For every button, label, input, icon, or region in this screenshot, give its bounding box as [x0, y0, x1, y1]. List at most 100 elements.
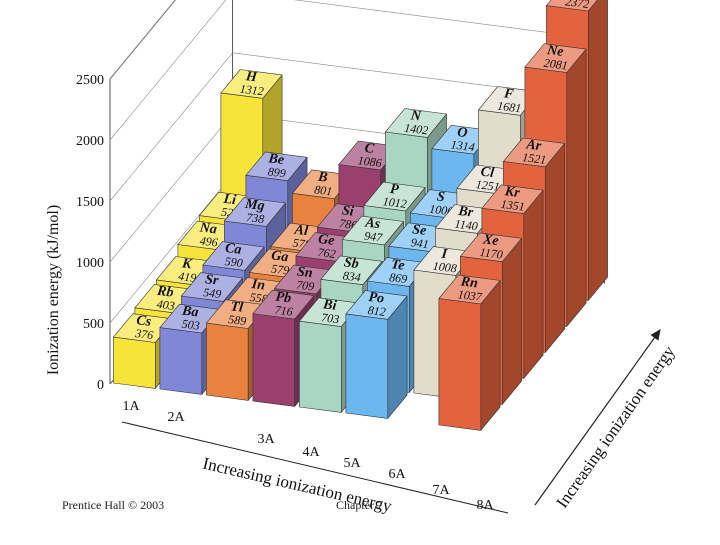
y-tick-label: 500: [83, 317, 104, 332]
bar-side-face: [501, 238, 522, 405]
y-tick-label: 1500: [76, 195, 104, 210]
element-symbol-Br: Br: [457, 204, 475, 221]
element-value-Mg: 738: [245, 210, 265, 226]
element-value-N: 1402: [403, 121, 429, 138]
element-symbol-H: H: [244, 69, 259, 85]
bar-top-face: [345, 290, 408, 320]
element-symbol-K: K: [180, 256, 194, 272]
element-symbol-Ne: Ne: [545, 43, 564, 60]
element-symbol-Ga: Ga: [270, 248, 289, 265]
element-symbol-Ba: Ba: [180, 303, 199, 320]
element-symbol-I: I: [440, 247, 449, 263]
bar-top-face: [546, 0, 598, 12]
bar-top-face: [224, 197, 286, 227]
gridline-left-wall: [109, 0, 176, 80]
bar-top-face: [503, 137, 565, 168]
element-symbol-B: B: [316, 170, 328, 186]
element-symbol-Ca: Ca: [224, 241, 242, 258]
element-value-Cl: 1251: [475, 177, 501, 194]
bar-side-face: [480, 280, 501, 431]
element-value-Ar: 1521: [521, 150, 547, 167]
gridline-back-wall: [293, 0, 605, 41]
element-symbol-Mg: Mg: [243, 197, 265, 214]
element-symbol-S: S: [436, 190, 446, 206]
frame-top-left-edge: [109, 0, 176, 80]
element-symbol-Na: Na: [198, 220, 218, 237]
element-value-Ca: 590: [224, 254, 244, 270]
element-symbol-Tl: Tl: [230, 299, 244, 315]
element-symbol-Pb: Pb: [275, 290, 292, 307]
element-symbol-Be: Be: [267, 151, 285, 168]
element-value-Sr: 549: [202, 285, 222, 301]
bar-front-face: [206, 322, 249, 401]
gridline-left-wall: [109, 174, 233, 324]
bar-top-face: [252, 289, 315, 320]
element-value-Cs: 376: [133, 326, 154, 342]
depth-arrow: [534, 329, 661, 506]
element-value-Ga: 579: [270, 261, 290, 277]
element-value-He: 2372: [564, 0, 590, 11]
element-symbol-As: As: [364, 215, 382, 232]
group-label-8A: 8A: [476, 498, 494, 513]
element-value-I: 1008: [432, 259, 458, 276]
bar-top-face: [181, 272, 243, 302]
element-value-Xe: 1170: [479, 245, 504, 262]
element-value-Te: 869: [388, 270, 408, 286]
element-value-K: 419: [177, 269, 197, 285]
group-label-5A: 5A: [343, 456, 361, 471]
element-symbol-F: F: [502, 86, 515, 102]
element-symbol-O: O: [456, 125, 468, 141]
element-value-Ne: 2081: [543, 56, 569, 73]
depth-arrow-label: Increasing ionization energy: [552, 342, 679, 512]
element-symbol-Sn: Sn: [296, 265, 313, 282]
group-label-4A: 4A: [302, 445, 320, 460]
element-value-Be: 899: [267, 164, 287, 180]
bar-top-face: [245, 151, 308, 181]
element-symbol-Al: Al: [293, 223, 309, 240]
bar-top-face: [438, 274, 501, 305]
group-label-3A: 3A: [257, 432, 275, 447]
element-symbol-In: In: [250, 277, 266, 294]
element-symbol-Cs: Cs: [136, 313, 153, 330]
element-symbol-Bi: Bi: [321, 297, 337, 314]
element-symbol-C: C: [364, 141, 376, 157]
bar-top-face: [385, 108, 447, 138]
element-value-O: 1314: [450, 137, 476, 154]
element-value-C: 1086: [357, 153, 383, 170]
element-value-Sn: 709: [295, 278, 315, 294]
bars-group: H1312He2372Li520Be899B801C1086N1402O1314…: [113, 0, 608, 431]
bar-side-face: [544, 143, 565, 353]
element-symbol-Kr: Kr: [503, 184, 521, 201]
element-symbol-Ge: Ge: [317, 232, 335, 249]
element-value-Rn: 1037: [457, 287, 484, 304]
bar-front-face: [438, 298, 482, 431]
element-value-Ba: 503: [181, 317, 201, 333]
element-value-Sb: 834: [342, 268, 362, 284]
element-value-F: 1681: [496, 99, 522, 116]
y-axis-label: Ionization energy (kJ/mol): [45, 205, 62, 375]
element-value-Rb: 403: [156, 297, 176, 313]
element-value-H: 1312: [239, 82, 265, 99]
element-value-Na: 496: [199, 234, 219, 250]
bar-top-face: [320, 255, 383, 286]
element-symbol-Rn: Rn: [459, 274, 479, 291]
element-value-Tl: 589: [227, 312, 247, 328]
y-axis: 0 500 1000 1500 2000 2500 Ionization energy (k…: [45, 73, 104, 393]
element-value-Br: 1140: [454, 217, 479, 234]
bar-side-face: [566, 48, 587, 327]
element-symbol-Sb: Sb: [343, 255, 360, 272]
gridline-left-wall: [109, 113, 233, 263]
bar-top-face: [220, 69, 283, 99]
element-symbol-Po: Po: [368, 290, 385, 307]
bar-front-face: [113, 336, 156, 389]
bar-top-face: [202, 241, 265, 271]
bar-top-face: [524, 43, 587, 73]
element-symbol-Si: Si: [341, 203, 355, 219]
bar-side-face: [587, 0, 608, 301]
y-tick-label: 0: [97, 378, 104, 393]
element-symbol-Te: Te: [390, 257, 405, 274]
element-symbol-Rb: Rb: [155, 284, 174, 301]
